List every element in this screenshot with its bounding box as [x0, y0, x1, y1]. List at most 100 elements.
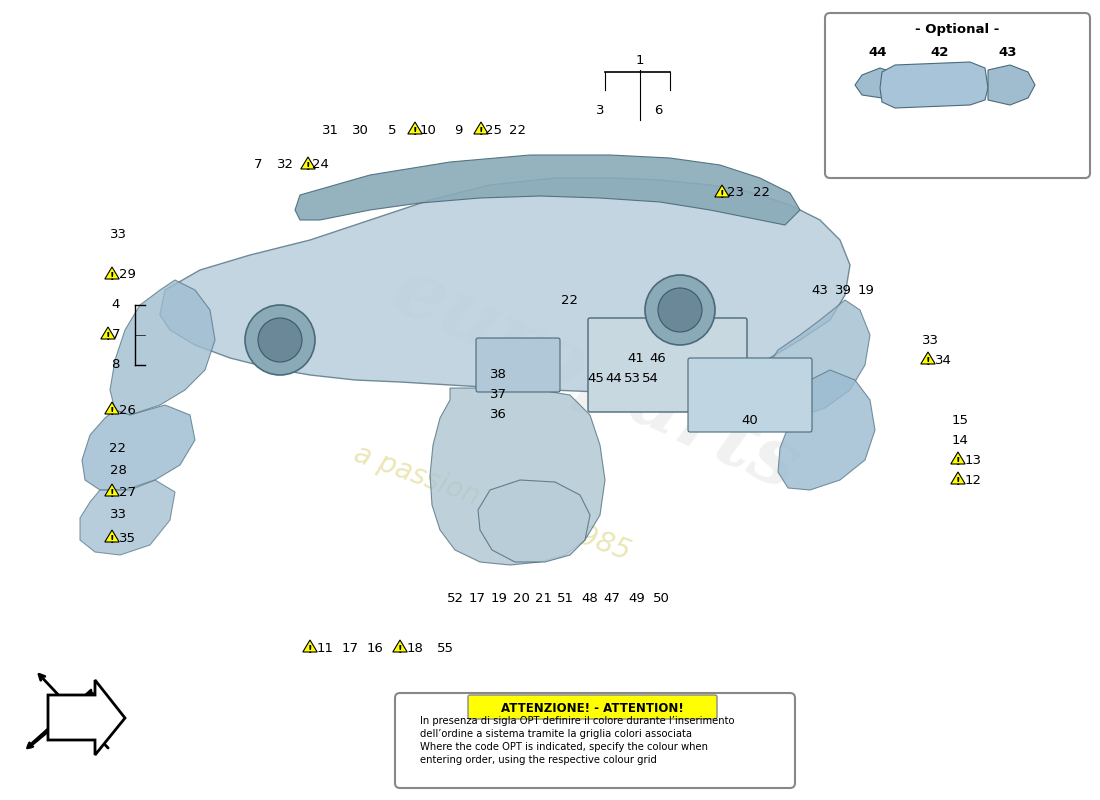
Text: !: !: [478, 126, 483, 137]
Text: 41: 41: [628, 351, 645, 365]
Polygon shape: [406, 726, 418, 737]
Text: 39: 39: [835, 283, 851, 297]
Polygon shape: [478, 480, 590, 562]
Text: 3: 3: [596, 103, 604, 117]
Polygon shape: [778, 370, 874, 490]
Text: 29: 29: [119, 269, 135, 282]
FancyBboxPatch shape: [688, 358, 812, 432]
Text: 24: 24: [311, 158, 329, 171]
Text: 51: 51: [557, 591, 573, 605]
Text: 7: 7: [111, 329, 120, 342]
Text: 21: 21: [535, 591, 551, 605]
Text: 22: 22: [110, 442, 126, 454]
Text: 43: 43: [812, 283, 828, 297]
Polygon shape: [430, 388, 605, 565]
Text: 20: 20: [513, 591, 529, 605]
Text: 38: 38: [490, 369, 506, 382]
Text: 18: 18: [407, 642, 424, 654]
Text: 7: 7: [254, 158, 262, 171]
Text: 34: 34: [935, 354, 952, 366]
Polygon shape: [104, 530, 119, 542]
Text: 48: 48: [582, 591, 598, 605]
Text: 12: 12: [965, 474, 981, 486]
Text: !: !: [956, 457, 960, 466]
Text: 22: 22: [754, 186, 770, 199]
Text: a passion since 1985: a passion since 1985: [350, 440, 635, 566]
Text: - Optional -: - Optional -: [915, 23, 999, 37]
Text: 31: 31: [321, 123, 339, 137]
Polygon shape: [104, 267, 119, 279]
Text: 45: 45: [587, 371, 604, 385]
Circle shape: [245, 305, 315, 375]
Text: 50: 50: [652, 591, 670, 605]
Text: 5: 5: [387, 123, 396, 137]
Text: 55: 55: [437, 642, 453, 654]
Text: !: !: [412, 126, 417, 137]
Text: 44: 44: [869, 46, 888, 58]
Text: 16: 16: [366, 642, 384, 654]
Circle shape: [645, 275, 715, 345]
Text: 23: 23: [727, 186, 745, 199]
Text: 40: 40: [741, 414, 758, 426]
Circle shape: [258, 318, 303, 362]
Text: !: !: [106, 331, 110, 342]
Text: entering order, using the respective colour grid: entering order, using the respective col…: [420, 755, 657, 765]
Circle shape: [658, 288, 702, 332]
Text: 52: 52: [447, 591, 463, 605]
Text: 10: 10: [419, 123, 437, 137]
Text: 47: 47: [604, 591, 620, 605]
Text: 11: 11: [317, 642, 333, 654]
Text: 49: 49: [628, 591, 646, 605]
Text: 9: 9: [454, 123, 462, 137]
Text: !: !: [110, 406, 114, 417]
Text: 54: 54: [641, 371, 659, 385]
Text: !: !: [719, 190, 724, 200]
Text: dell’ordine a sistema tramite la griglia colori associata: dell’ordine a sistema tramite la griglia…: [420, 729, 692, 739]
Polygon shape: [758, 300, 870, 418]
Text: 42: 42: [931, 46, 949, 58]
Polygon shape: [48, 680, 125, 755]
Text: !: !: [410, 730, 414, 739]
Polygon shape: [104, 484, 119, 496]
FancyBboxPatch shape: [476, 338, 560, 392]
Text: 1: 1: [636, 54, 645, 66]
Text: !: !: [308, 645, 312, 654]
Text: 33: 33: [922, 334, 938, 346]
Text: !: !: [926, 357, 931, 366]
Text: 26: 26: [119, 403, 135, 417]
Text: 28: 28: [110, 463, 126, 477]
Text: 33: 33: [110, 229, 126, 242]
Text: !: !: [110, 489, 114, 498]
Text: !: !: [398, 645, 403, 654]
Text: 6: 6: [653, 103, 662, 117]
FancyBboxPatch shape: [395, 693, 795, 788]
Polygon shape: [408, 122, 422, 134]
Polygon shape: [82, 405, 195, 490]
Polygon shape: [855, 68, 895, 98]
Text: 43: 43: [999, 46, 1018, 58]
Text: 13: 13: [965, 454, 981, 466]
Polygon shape: [104, 402, 119, 414]
Text: 27: 27: [119, 486, 135, 498]
Text: 33: 33: [110, 509, 126, 522]
Text: !: !: [110, 534, 114, 545]
Polygon shape: [950, 472, 965, 484]
Text: 19: 19: [491, 591, 507, 605]
Polygon shape: [302, 640, 317, 652]
Text: 17: 17: [341, 642, 359, 654]
Text: !: !: [956, 477, 960, 486]
Polygon shape: [160, 178, 850, 392]
Text: 53: 53: [624, 371, 640, 385]
Text: 4: 4: [111, 298, 120, 311]
Text: 35: 35: [119, 531, 135, 545]
Polygon shape: [295, 155, 800, 225]
Text: 17: 17: [469, 591, 485, 605]
Text: 25: 25: [485, 123, 503, 137]
Polygon shape: [950, 452, 965, 464]
Text: Where the code OPT is indicated, specify the colour when: Where the code OPT is indicated, specify…: [420, 742, 708, 752]
Text: !: !: [306, 162, 310, 172]
Text: 22: 22: [561, 294, 579, 306]
Polygon shape: [101, 327, 116, 339]
Text: europarts: europarts: [379, 250, 811, 506]
Text: 8: 8: [111, 358, 120, 371]
